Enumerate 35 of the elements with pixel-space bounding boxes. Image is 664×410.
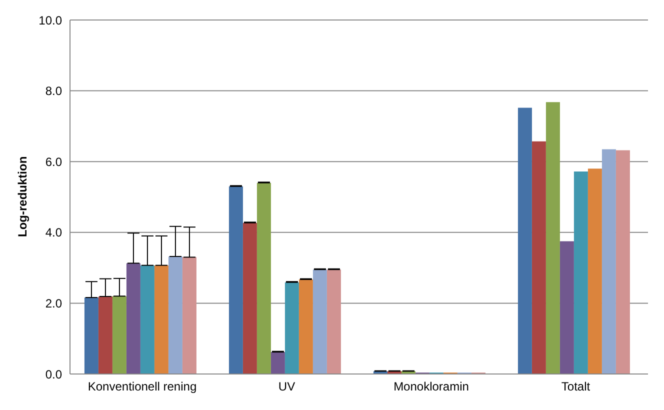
bar (616, 150, 630, 374)
bar (298, 279, 313, 374)
y-axis-title: Log-reduktion (15, 156, 30, 237)
bar (140, 265, 154, 374)
bar (126, 263, 140, 374)
bar (242, 222, 257, 374)
bar (98, 296, 112, 374)
x-tick-label: Monokloramin (394, 380, 469, 394)
bar (602, 149, 616, 374)
bar (588, 168, 602, 374)
bar (270, 352, 285, 374)
x-tick-label: UV (278, 380, 296, 394)
bar (546, 102, 560, 374)
y-tick-label: 4.0 (45, 226, 62, 240)
y-tick-label: 10.0 (38, 13, 62, 28)
bar (326, 270, 341, 374)
bar (168, 256, 182, 374)
bar (154, 265, 168, 374)
y-tick-label: 6.0 (45, 154, 62, 169)
y-tick-label: 2.0 (45, 296, 62, 310)
bar (284, 282, 299, 374)
bar (560, 241, 574, 374)
x-tick-label: Konventionell rening (88, 380, 197, 394)
bar (256, 182, 271, 374)
bar (532, 141, 546, 374)
y-tick-label: 0.0 (45, 367, 62, 382)
bar (84, 298, 98, 374)
y-tick-label: 8.0 (45, 84, 62, 98)
bar (518, 108, 532, 374)
bar (228, 186, 243, 374)
bar (574, 172, 588, 374)
bar (182, 257, 196, 374)
bar (312, 270, 327, 374)
x-tick-label: Totalt (561, 380, 591, 394)
bar (112, 296, 126, 374)
